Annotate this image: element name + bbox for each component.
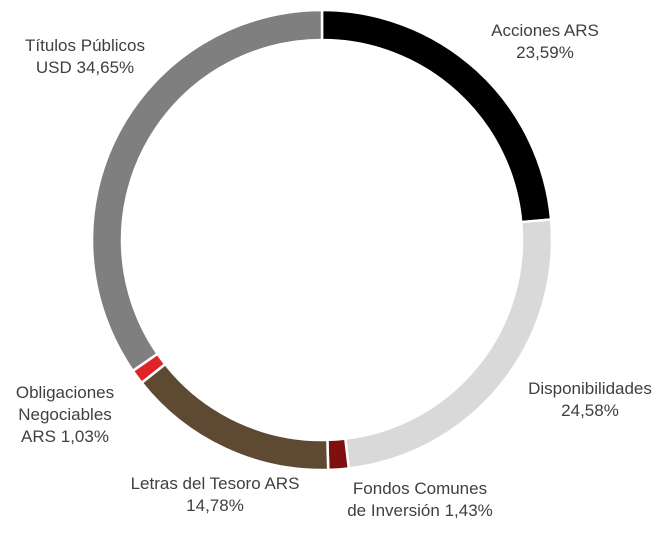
value-label: 24,58%	[561, 401, 619, 420]
category-label: Fondos Comunes de Inversión	[347, 479, 488, 520]
slice-label: Acciones ARS 23,59%	[470, 20, 620, 64]
donut-slice	[343, 218, 554, 470]
value-label: 1,43%	[444, 501, 493, 520]
slice-label: Títulos Públicos USD 34,65%	[5, 35, 165, 79]
category-label: Disponibilidades	[528, 379, 652, 398]
value-label: 14,78%	[186, 496, 244, 515]
slice-label: Letras del Tesoro ARS 14,78%	[128, 473, 303, 517]
category-label: Acciones ARS	[491, 21, 599, 40]
value-label: 1,03%	[60, 427, 109, 446]
donut-slice	[326, 437, 351, 472]
donut-slice	[90, 8, 324, 373]
category-label: Letras del Tesoro ARS	[130, 474, 300, 493]
category-label: Obligaciones Negociables ARS	[15, 383, 115, 446]
value-label: 23,59%	[516, 43, 574, 62]
donut-slice	[139, 362, 330, 472]
slice-label: Obligaciones Negociables ARS 1,03%	[5, 382, 125, 448]
slice-label: Fondos Comunes de Inversión 1,43%	[345, 478, 495, 522]
value-label: 34,65%	[76, 58, 135, 77]
slice-label: Disponibilidades 24,58%	[510, 378, 670, 422]
category-label: Títulos Públicos USD	[25, 36, 145, 77]
